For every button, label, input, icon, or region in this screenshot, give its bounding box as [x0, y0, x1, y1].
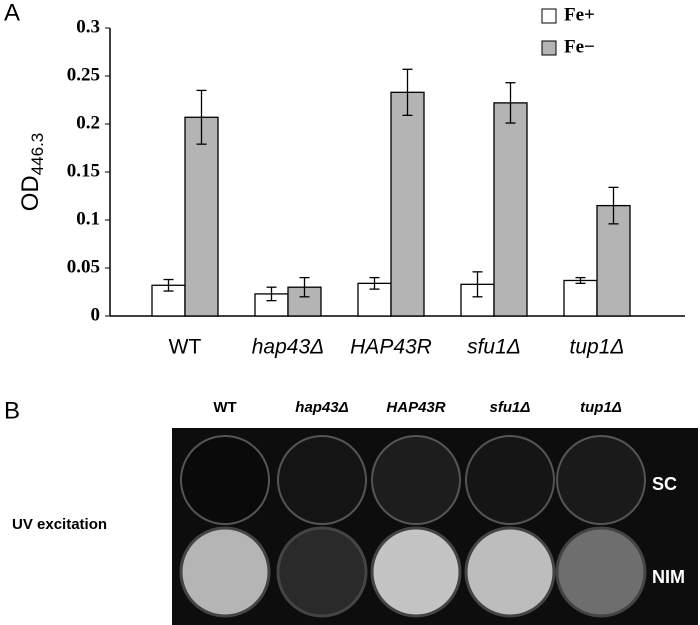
- error-bar: [575, 276, 586, 285]
- y-tick-label: 0.25: [67, 64, 100, 85]
- error-bar: [369, 276, 380, 290]
- legend-swatch: [541, 8, 557, 24]
- well: [556, 435, 646, 525]
- well: [465, 435, 555, 525]
- x-tick-label: sfu1Δ: [467, 336, 521, 359]
- column-label: tup1Δ: [580, 399, 622, 416]
- y-tick-label: 0.15: [67, 160, 100, 181]
- panel-label: B: [4, 397, 20, 424]
- y-label-sub: 446.3: [28, 133, 47, 176]
- column-label: hap43Δ: [295, 399, 348, 416]
- y-label-main: OD: [17, 175, 44, 211]
- legend-label: Fe+: [564, 4, 595, 25]
- bar: [390, 91, 425, 317]
- row-label: NIM: [652, 567, 685, 587]
- well: [555, 526, 647, 618]
- legend-label: Fe−: [564, 36, 595, 57]
- y-tick-label: 0: [91, 304, 101, 325]
- well: [180, 435, 270, 525]
- column-label: sfu1Δ: [490, 399, 531, 416]
- y-tick-label: 0.1: [76, 208, 100, 229]
- x-tick-label: hap43Δ: [252, 336, 325, 359]
- y-tick-label: 0.05: [67, 256, 100, 277]
- well: [179, 526, 271, 618]
- error-bar: [266, 286, 277, 302]
- error-bar: [608, 186, 619, 225]
- legend-swatch: [541, 40, 557, 56]
- x-tick-label: WT: [169, 336, 202, 359]
- error-bar: [163, 278, 174, 292]
- column-label: WT: [213, 399, 236, 416]
- plate: WT hap43Δ HAP43R sfu1Δ tup1Δ SC NIM: [179, 399, 685, 618]
- error-bar: [472, 271, 483, 298]
- well: [464, 526, 556, 618]
- well: [276, 526, 368, 618]
- y-tick-label: 0.3: [76, 16, 100, 37]
- bar: [493, 102, 528, 317]
- error-bar: [402, 68, 413, 117]
- bar: [184, 116, 219, 317]
- error-bar: [196, 89, 207, 145]
- well: [371, 435, 461, 525]
- bar: [563, 279, 598, 317]
- row-label: SC: [652, 474, 677, 494]
- x-tick-label: HAP43R: [350, 336, 432, 359]
- y-axis-label: OD446.3: [17, 133, 47, 212]
- y-tick-label: 0.2: [76, 112, 100, 133]
- panel-label: A: [4, 0, 20, 26]
- well: [370, 526, 462, 618]
- side-label: UV excitation: [12, 516, 107, 533]
- well: [277, 435, 367, 525]
- error-bar: [505, 82, 516, 124]
- x-tick-label: tup1Δ: [570, 336, 625, 359]
- error-bar: [299, 276, 310, 298]
- column-label: HAP43R: [386, 399, 445, 416]
